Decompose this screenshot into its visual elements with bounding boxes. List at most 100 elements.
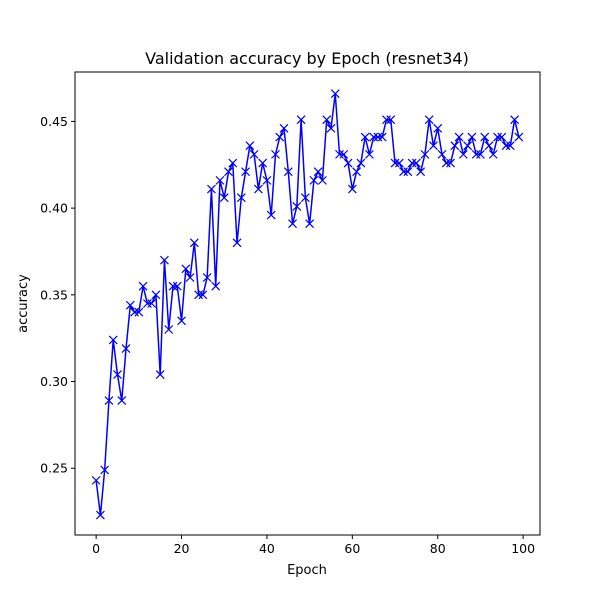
data-point-marker	[356, 158, 366, 168]
data-point-marker	[484, 141, 494, 151]
x-axis-ticks: 0 20 40 60 80 100	[92, 535, 535, 556]
data-point-marker	[147, 299, 157, 308]
data-point-marker	[420, 149, 430, 159]
data-point-marker	[232, 238, 242, 248]
data-point-marker	[505, 141, 515, 151]
data-point-marker	[394, 158, 404, 168]
data-point-marker	[100, 465, 110, 475]
data-point-marker	[450, 141, 460, 151]
data-point-marker	[429, 141, 438, 151]
x-tick-label: 100	[511, 541, 535, 556]
data-point-marker	[134, 307, 144, 317]
x-tick-label: 0	[92, 541, 100, 556]
data-point-marker	[95, 510, 105, 520]
y-tick-label: 0.45	[40, 114, 68, 129]
data-point-marker	[364, 149, 374, 159]
data-point-marker	[181, 264, 191, 274]
data-point-marker	[202, 273, 212, 282]
data-point-marker	[138, 281, 148, 291]
axes-frame	[74, 71, 541, 536]
x-tick-label: 60	[344, 541, 360, 556]
y-tick-label: 0.30	[40, 374, 68, 389]
data-point-marker	[198, 290, 208, 300]
data-point-marker	[480, 132, 490, 142]
data-point-marker	[476, 149, 485, 159]
data-point-marker	[194, 290, 204, 300]
data-point-marker	[330, 89, 340, 99]
data-point-marker	[360, 132, 370, 142]
data-point-marker	[279, 123, 289, 133]
data-point-marker	[253, 184, 263, 194]
data-point-marker	[283, 167, 293, 177]
data-point-marker	[172, 281, 182, 291]
x-tick-label: 20	[174, 541, 190, 556]
data-point-marker	[377, 132, 387, 142]
data-point-marker	[160, 255, 169, 265]
data-point-marker	[446, 158, 455, 168]
y-axis-ticks: 0.25 0.30 0.35 0.40 0.45	[40, 114, 75, 476]
data-point-marker	[382, 115, 391, 125]
data-point-marker	[189, 238, 199, 248]
data-point-marker	[339, 149, 349, 159]
y-axis-label: accuracy	[16, 274, 31, 333]
data-point-marker	[411, 158, 421, 168]
data-point-marker	[386, 115, 396, 125]
y-tick-label: 0.25	[40, 461, 68, 476]
data-point-marker	[130, 307, 139, 317]
data-point-marker	[228, 158, 238, 168]
data-point-marker	[275, 132, 285, 142]
data-point-marker	[215, 175, 225, 185]
data-point-marker	[258, 158, 268, 168]
x-tick-label: 40	[259, 541, 275, 556]
data-point-marker	[493, 132, 502, 142]
data-point-marker	[399, 167, 408, 177]
data-point-marker	[91, 475, 101, 485]
data-point-marker	[424, 115, 434, 125]
data-point-marker	[347, 184, 357, 194]
data-point-marker	[266, 210, 276, 220]
data-point-marker	[104, 396, 114, 406]
data-point-marker	[121, 344, 131, 354]
data-point-marker	[390, 158, 400, 168]
data-point-marker	[262, 175, 272, 185]
data-point-marker	[155, 370, 165, 380]
data-point-marker	[117, 396, 127, 406]
y-tick-label: 0.35	[40, 287, 68, 302]
data-point-marker	[471, 149, 481, 159]
data-point-marker	[313, 167, 323, 177]
data-point-marker	[219, 193, 229, 203]
data-point-marker	[343, 158, 353, 168]
data-point-marker	[467, 132, 477, 142]
data-point-marker	[488, 149, 498, 159]
x-tick-label: 80	[430, 541, 446, 556]
data-point-marker	[142, 299, 152, 308]
data-point-marker	[164, 325, 174, 334]
data-point-marker	[322, 115, 332, 125]
data-point-marker	[288, 219, 297, 229]
data-point-marker	[236, 193, 246, 203]
data-point-marker	[151, 290, 161, 300]
data-point-marker	[326, 123, 336, 133]
data-point-marker	[458, 149, 468, 159]
data-point-marker	[441, 158, 451, 168]
data-point-marker	[211, 281, 221, 291]
data-point-marker	[108, 335, 118, 345]
data-point-marker	[245, 141, 255, 151]
data-point-marker	[407, 158, 417, 168]
data-point-marker	[335, 149, 344, 159]
data-point-marker	[305, 219, 315, 229]
data-point-marker	[510, 115, 520, 125]
data-point-marker	[207, 184, 216, 194]
data-point-marker	[113, 370, 122, 380]
x-axis-label: Epoch	[287, 563, 327, 578]
data-point-marker	[373, 132, 383, 142]
plot-area	[91, 89, 524, 520]
data-point-marker	[241, 167, 251, 177]
data-point-marker	[224, 167, 233, 177]
data-point-marker	[369, 132, 379, 142]
data-point-marker	[437, 149, 447, 159]
data-point-marker	[168, 281, 178, 291]
